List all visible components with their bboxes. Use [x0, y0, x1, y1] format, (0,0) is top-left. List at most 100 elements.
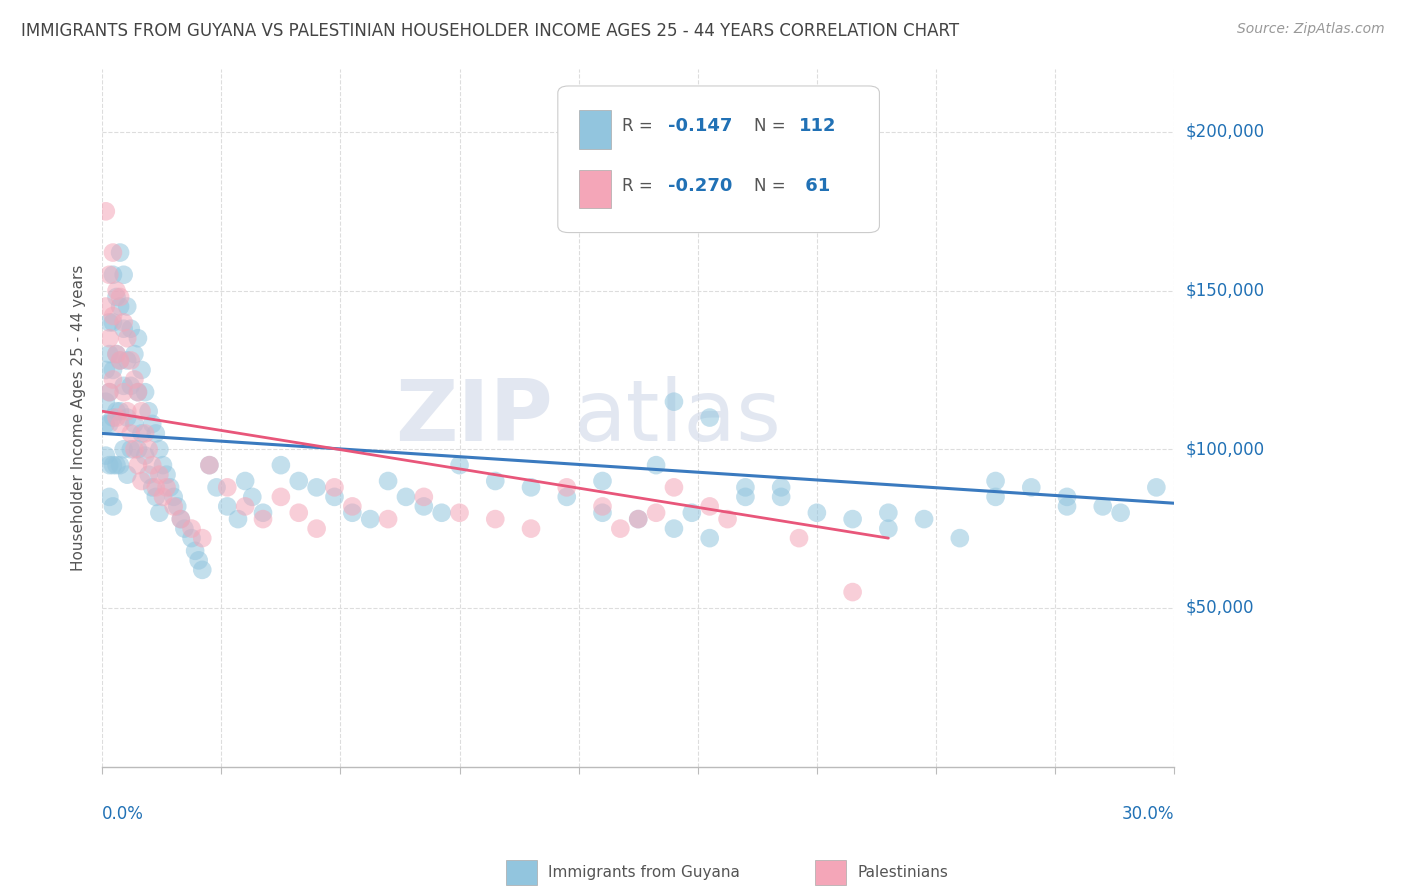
Point — [449, 458, 471, 472]
Point — [662, 394, 685, 409]
Text: IMMIGRANTS FROM GUYANA VS PALESTINIAN HOUSEHOLDER INCOME AGES 25 - 44 YEARS CORR: IMMIGRANTS FROM GUYANA VS PALESTINIAN HO… — [21, 22, 959, 40]
Point — [252, 512, 274, 526]
Point — [98, 347, 121, 361]
Point — [124, 442, 146, 457]
Point — [120, 353, 142, 368]
Point — [108, 417, 131, 431]
Point — [233, 474, 256, 488]
Point — [233, 500, 256, 514]
Point — [645, 506, 668, 520]
Point — [120, 322, 142, 336]
Text: atlas: atlas — [574, 376, 782, 459]
Point — [98, 268, 121, 282]
Point — [155, 467, 177, 482]
Point — [699, 531, 721, 545]
Point — [98, 315, 121, 329]
Point — [555, 480, 578, 494]
Point — [191, 563, 214, 577]
Point — [270, 490, 292, 504]
Point — [138, 442, 160, 457]
Point — [124, 347, 146, 361]
Point — [105, 410, 128, 425]
Point — [108, 245, 131, 260]
Point — [98, 385, 121, 400]
Point — [112, 442, 135, 457]
Point — [484, 512, 506, 526]
Point — [592, 474, 614, 488]
Point — [141, 417, 163, 431]
Point — [108, 353, 131, 368]
Text: R =: R = — [621, 118, 658, 136]
Point — [949, 531, 972, 545]
Point — [240, 490, 263, 504]
Text: Immigrants from Guyana: Immigrants from Guyana — [548, 865, 740, 880]
Point — [323, 490, 346, 504]
Point — [520, 480, 543, 494]
Point — [105, 290, 128, 304]
Point — [699, 410, 721, 425]
Point — [191, 531, 214, 545]
Point — [912, 512, 935, 526]
Point — [287, 474, 309, 488]
Point — [105, 404, 128, 418]
Point — [342, 500, 364, 514]
Point — [105, 347, 128, 361]
Point — [173, 522, 195, 536]
Point — [98, 331, 121, 345]
Y-axis label: Householder Income Ages 25 - 44 years: Householder Income Ages 25 - 44 years — [72, 264, 86, 571]
Point — [877, 506, 900, 520]
Point — [148, 506, 170, 520]
Point — [187, 553, 209, 567]
Point — [112, 315, 135, 329]
Point — [101, 363, 124, 377]
Point — [1144, 480, 1167, 494]
Point — [101, 410, 124, 425]
Point — [377, 512, 399, 526]
Point — [287, 506, 309, 520]
Point — [180, 531, 202, 545]
Point — [681, 506, 703, 520]
Point — [412, 490, 434, 504]
Point — [115, 331, 138, 345]
Text: -0.270: -0.270 — [668, 177, 733, 194]
Point — [127, 442, 149, 457]
Point — [112, 322, 135, 336]
Point — [108, 300, 131, 314]
Point — [1056, 490, 1078, 504]
Point — [627, 512, 650, 526]
Point — [377, 474, 399, 488]
Point — [152, 490, 174, 504]
Point — [94, 394, 117, 409]
Point — [484, 474, 506, 488]
Point — [94, 300, 117, 314]
Point — [412, 500, 434, 514]
Point — [115, 404, 138, 418]
Point — [105, 347, 128, 361]
Point — [342, 506, 364, 520]
Point — [359, 512, 381, 526]
Point — [115, 467, 138, 482]
Point — [94, 204, 117, 219]
Point — [841, 512, 863, 526]
Text: ZIP: ZIP — [395, 376, 553, 459]
Point — [101, 500, 124, 514]
Point — [98, 490, 121, 504]
Point — [430, 506, 453, 520]
Point — [770, 490, 793, 504]
Point — [141, 458, 163, 472]
Point — [734, 490, 756, 504]
FancyBboxPatch shape — [579, 169, 612, 208]
Point — [205, 480, 228, 494]
Point — [101, 458, 124, 472]
Point — [592, 500, 614, 514]
Point — [152, 458, 174, 472]
Point — [217, 500, 239, 514]
Text: 30.0%: 30.0% — [1122, 805, 1174, 823]
Point — [1056, 500, 1078, 514]
Point — [145, 426, 167, 441]
Point — [131, 426, 153, 441]
Point — [449, 506, 471, 520]
Point — [138, 467, 160, 482]
Text: $50,000: $50,000 — [1185, 599, 1254, 617]
Point — [395, 490, 418, 504]
